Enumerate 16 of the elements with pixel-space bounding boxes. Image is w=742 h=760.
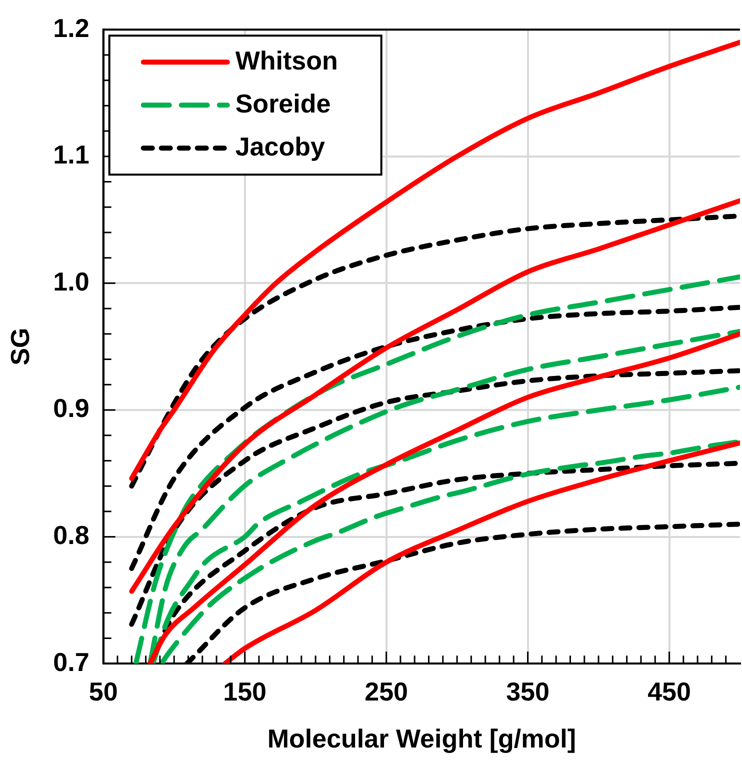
y-tick-label: 0.8: [53, 520, 90, 550]
x-axis-title: Molecular Weight [g/mol]: [267, 724, 576, 754]
legend-label: Whitson: [235, 45, 338, 76]
x-tick-label: 350: [506, 676, 550, 706]
y-tick-label: 1.0: [53, 266, 90, 296]
x-tick-label: 250: [364, 676, 408, 706]
legend-label: Jacoby: [235, 131, 326, 162]
x-tick-label: 50: [88, 676, 118, 706]
y-tick-label: 0.7: [53, 646, 90, 677]
y-tick-label: 0.9: [53, 393, 90, 424]
y-tick-label: 1.2: [53, 12, 90, 43]
y-tick-label: 1.1: [53, 140, 90, 170]
y-axis-title: SG: [4, 328, 35, 366]
x-tick-label: 450: [648, 676, 691, 706]
x-tick-label: 150: [223, 676, 267, 706]
legend-label: Soreide: [235, 88, 331, 118]
